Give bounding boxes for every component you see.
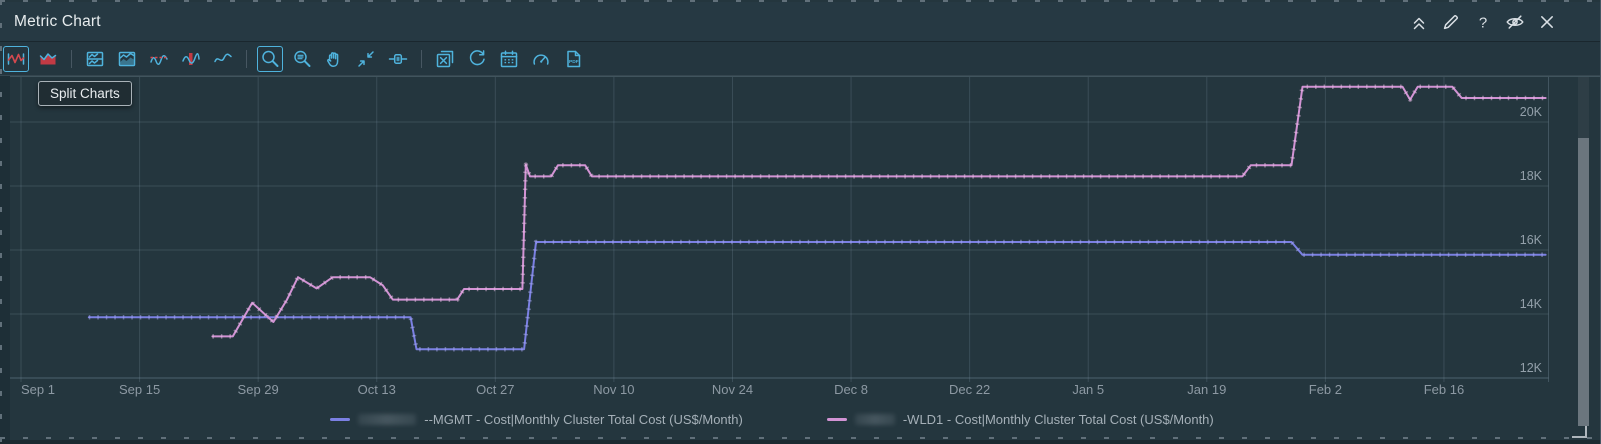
toolbar-separator bbox=[71, 49, 72, 68]
series-line bbox=[87, 241, 1547, 351]
pan-icon bbox=[327, 51, 339, 67]
hide-button[interactable] bbox=[1504, 11, 1526, 33]
zoom-all-icon bbox=[358, 50, 374, 67]
date-controls-icon bbox=[388, 53, 408, 64]
widget-top-edge bbox=[0, 0, 1600, 2]
svg-text:PDF: PDF bbox=[569, 59, 579, 65]
edit-button[interactable] bbox=[1440, 11, 1462, 33]
help-icon: ? bbox=[1479, 14, 1487, 31]
x-axis-label: Jan 5 bbox=[1072, 382, 1104, 397]
collapse-icon bbox=[1413, 17, 1425, 29]
calendar-icon bbox=[500, 49, 518, 67]
y-axis-label: 18K bbox=[1520, 169, 1543, 183]
clear-selections-icon bbox=[436, 50, 454, 67]
widget-bottom-strip bbox=[0, 440, 1600, 444]
y-axis-label: 20K bbox=[1520, 105, 1543, 119]
series-group bbox=[87, 84, 1547, 352]
legend-swatch bbox=[826, 417, 847, 421]
zoom-view-button[interactable] bbox=[257, 45, 283, 72]
hide-icon bbox=[1506, 14, 1524, 29]
widget-left-edge bbox=[0, 0, 2, 444]
dynamic-thresholds-icon bbox=[150, 54, 168, 65]
widget-titlebar: Metric Chart ? bbox=[0, 2, 1600, 42]
toolbar-separator bbox=[246, 49, 247, 68]
stacked-chart-icon bbox=[118, 51, 136, 66]
left-gutter bbox=[0, 76, 10, 440]
x-axis-label: Nov 24 bbox=[712, 382, 753, 397]
legend-item: --MGMT - Cost|Monthly Cluster Total Cost… bbox=[330, 412, 743, 427]
edit-icon bbox=[1443, 14, 1459, 29]
widget-title: Metric Chart bbox=[14, 12, 101, 30]
series-markers bbox=[88, 239, 1546, 352]
zoom-all-button[interactable] bbox=[353, 46, 379, 72]
split-charts-tooltip: Split Charts bbox=[38, 81, 132, 106]
zoom-view-icon bbox=[262, 50, 279, 67]
area-chart-icon bbox=[39, 52, 57, 64]
y-axis-label: 16K bbox=[1520, 233, 1543, 247]
pan-button[interactable] bbox=[321, 46, 347, 72]
stacked-chart-button[interactable] bbox=[114, 46, 140, 72]
zoom-context-button[interactable] bbox=[289, 46, 315, 72]
x-axis-label: Oct 27 bbox=[476, 382, 514, 397]
split-charts-button[interactable] bbox=[82, 46, 108, 72]
x-axis-label: Feb 16 bbox=[1424, 382, 1464, 397]
refresh-icon bbox=[469, 49, 485, 65]
trend-line-icon bbox=[214, 53, 232, 62]
area-chart-button[interactable] bbox=[35, 46, 61, 72]
vertical-scrollbar-track[interactable] bbox=[1578, 77, 1589, 426]
vertical-scrollbar-thumb[interactable] bbox=[1578, 138, 1589, 426]
x-axis-label: Jan 19 bbox=[1187, 382, 1226, 397]
zoom-context-icon bbox=[294, 50, 311, 67]
legend-label: --MGMT - Cost|Monthly Cluster Total Cost… bbox=[424, 411, 743, 427]
line-chart-icon bbox=[7, 52, 25, 65]
x-axis-label: Dec 22 bbox=[949, 382, 990, 397]
dynamic-thresholds-button[interactable] bbox=[146, 46, 172, 72]
toolbar-separator bbox=[421, 49, 422, 68]
y-axis-label: 14K bbox=[1520, 297, 1543, 311]
anomalies-icon bbox=[182, 52, 200, 65]
collapse-button[interactable] bbox=[1408, 11, 1430, 33]
redacted-prefix bbox=[854, 413, 895, 425]
x-axis-label: Sep 15 bbox=[119, 382, 160, 397]
legend-item: -WLD1 - Cost|Monthly Cluster Total Cost … bbox=[826, 411, 1214, 427]
chart-toolbar: PDF bbox=[0, 42, 1600, 76]
titlebar-actions: ? bbox=[1408, 2, 1558, 41]
x-axis-label: Feb 2 bbox=[1309, 382, 1342, 397]
date-controls-button[interactable] bbox=[385, 46, 411, 72]
dashboard-button[interactable] bbox=[528, 46, 554, 72]
y-axis-label: 12K bbox=[1520, 361, 1543, 375]
svg-text:?: ? bbox=[1479, 14, 1487, 31]
legend-swatch bbox=[330, 417, 351, 421]
trend-line-button[interactable] bbox=[210, 46, 236, 72]
calendar-button[interactable] bbox=[496, 46, 522, 72]
legend-label: -WLD1 - Cost|Monthly Cluster Total Cost … bbox=[902, 411, 1214, 427]
x-axis-label: Sep 1 bbox=[21, 382, 55, 397]
chart-legend: --MGMT - Cost|Monthly Cluster Total Cost… bbox=[0, 406, 1544, 432]
clear-selections-button[interactable] bbox=[432, 46, 458, 72]
redacted-prefix bbox=[358, 413, 417, 425]
widget-bottom-edge bbox=[0, 437, 1600, 439]
close-button[interactable] bbox=[1536, 11, 1558, 33]
close-icon bbox=[1541, 15, 1553, 28]
dashboard-icon bbox=[533, 53, 549, 65]
help-button[interactable]: ? bbox=[1472, 11, 1494, 33]
x-axis-label: Nov 10 bbox=[593, 382, 634, 397]
export-pdf-button[interactable]: PDF bbox=[560, 46, 586, 72]
line-chart-button[interactable] bbox=[3, 45, 29, 72]
x-axis-label: Oct 13 bbox=[358, 382, 396, 397]
x-axis-label: Sep 29 bbox=[238, 382, 279, 397]
split-charts-icon bbox=[86, 51, 104, 66]
refresh-button[interactable] bbox=[464, 46, 490, 72]
anomalies-button[interactable] bbox=[178, 46, 204, 72]
x-axis-label: Dec 8 bbox=[834, 382, 868, 397]
series-line bbox=[211, 85, 1547, 338]
export-pdf-icon: PDF bbox=[567, 50, 581, 67]
